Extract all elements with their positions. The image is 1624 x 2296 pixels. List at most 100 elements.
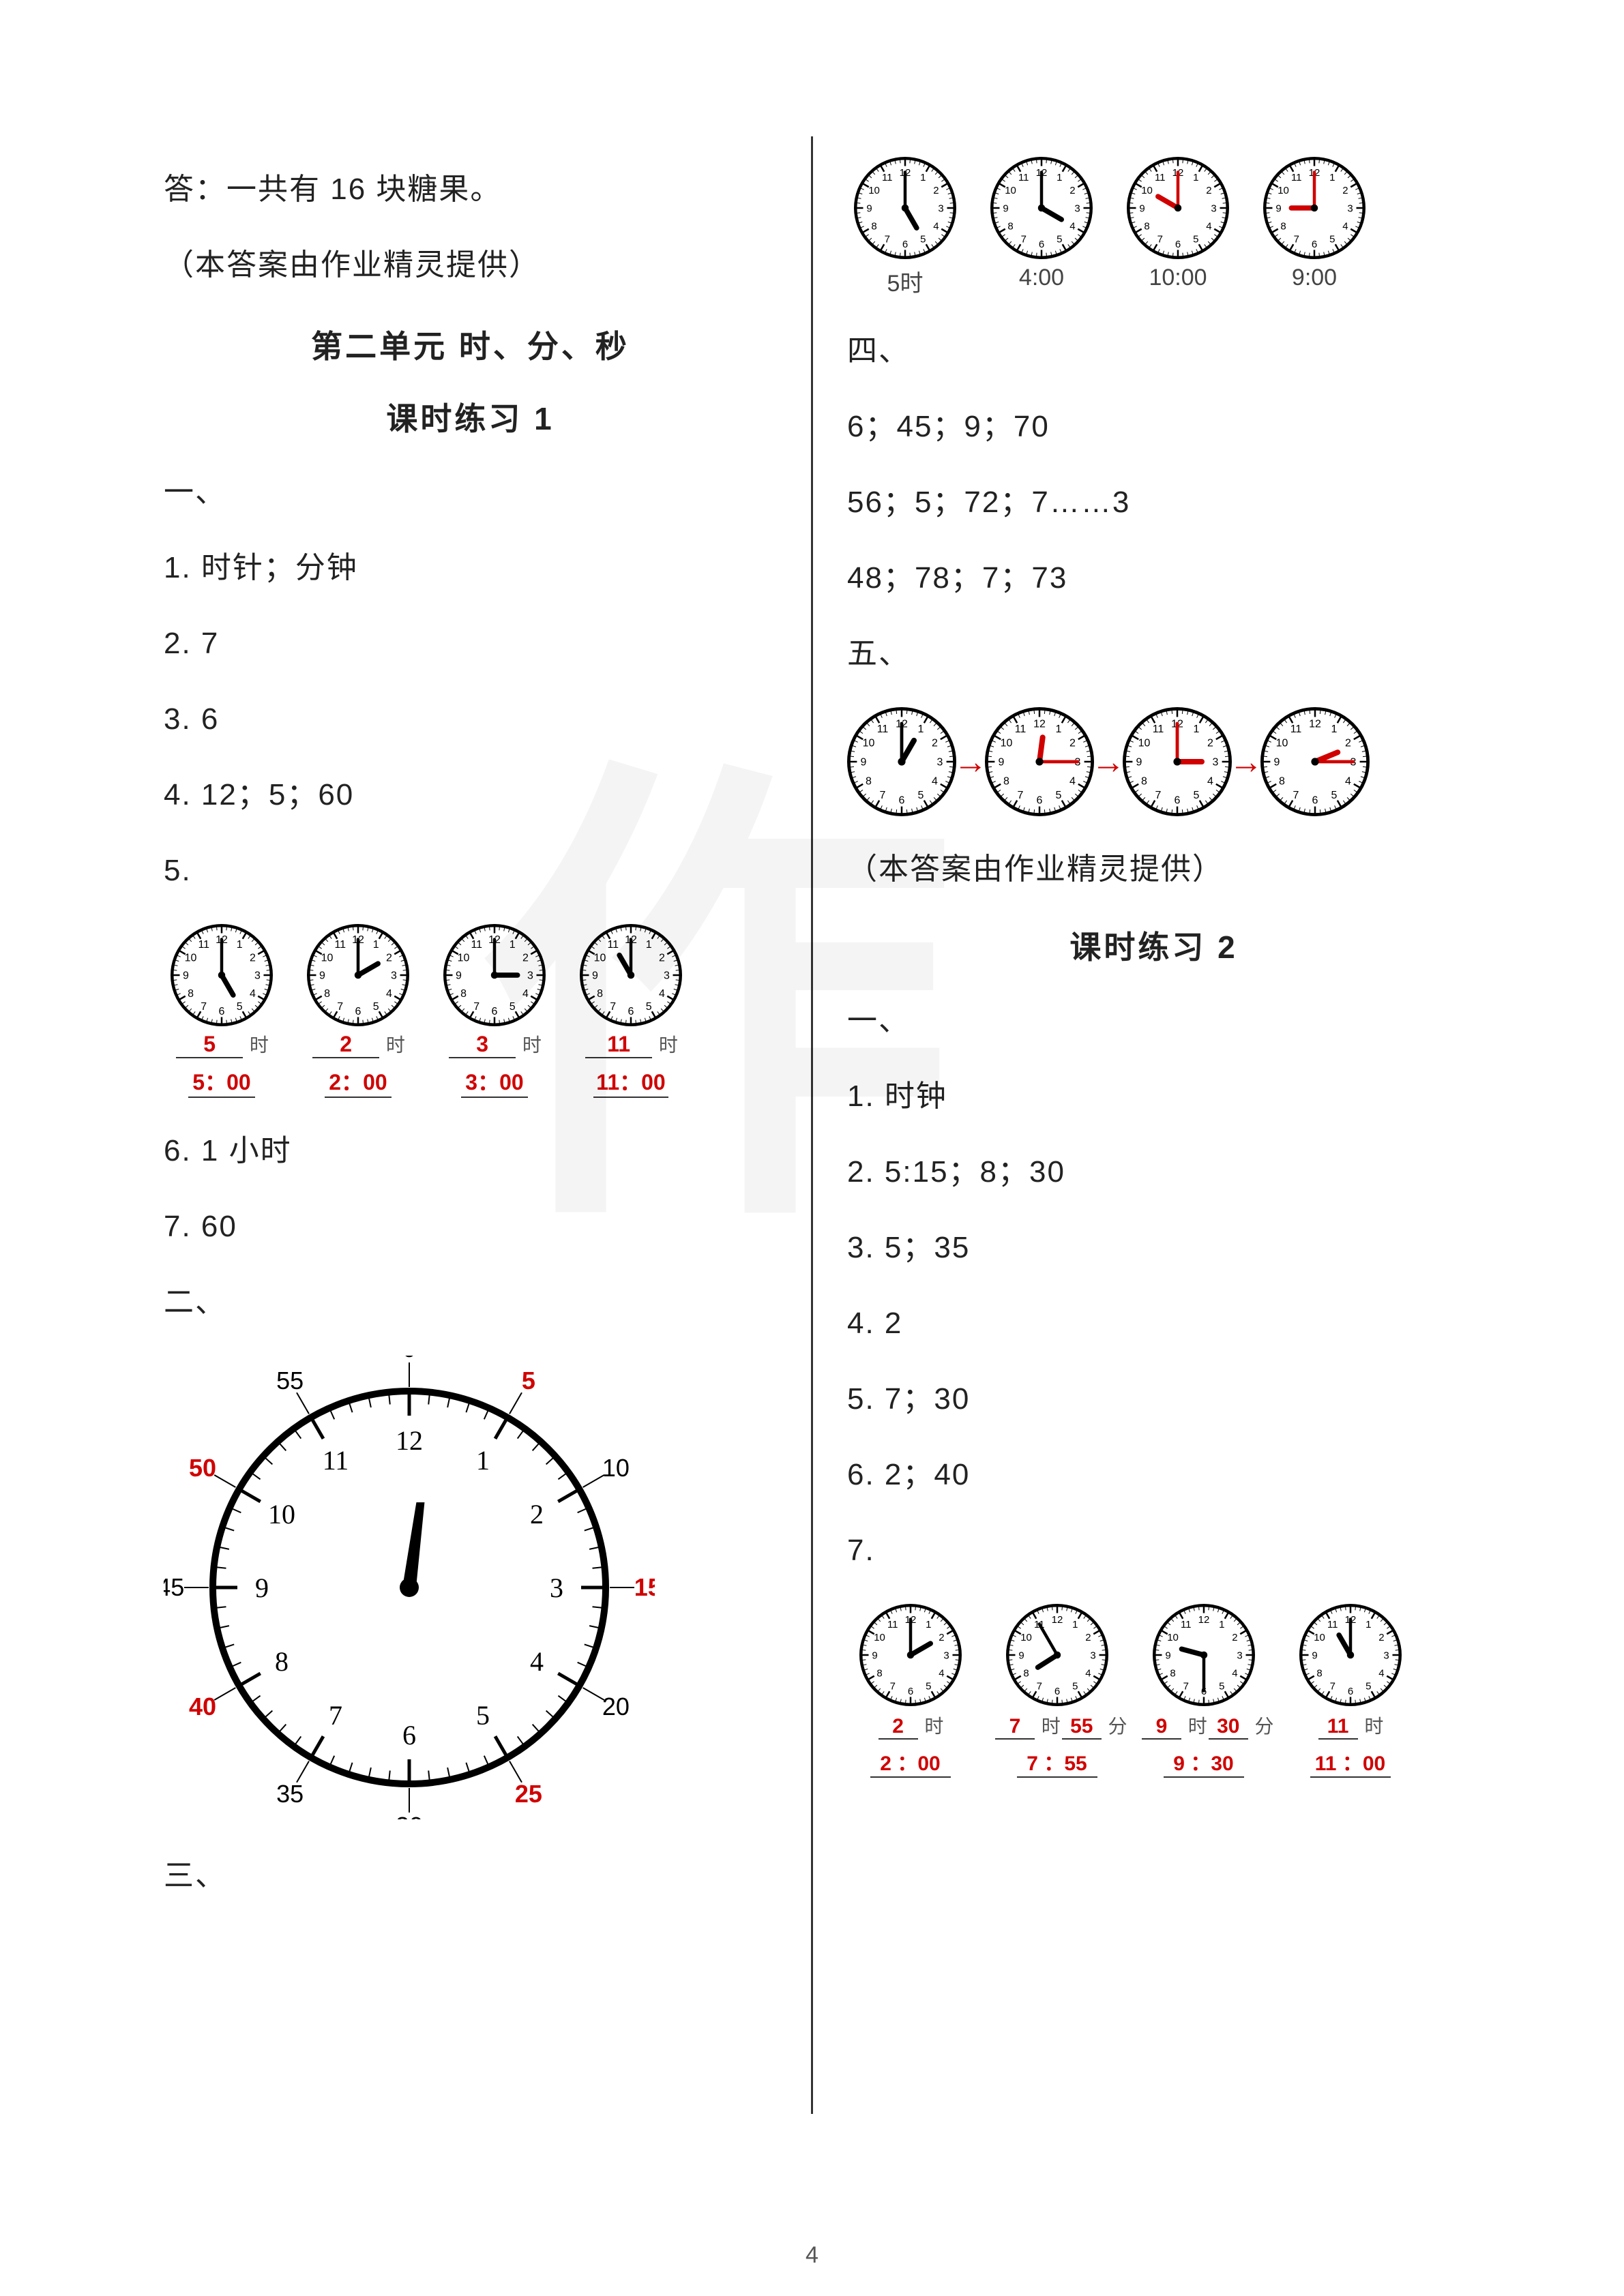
svg-text:9: 9	[1274, 757, 1280, 769]
svg-text:5: 5	[646, 1001, 652, 1013]
svg-text:2: 2	[1085, 1632, 1091, 1643]
svg-text:11: 11	[887, 1619, 898, 1630]
svg-text:3: 3	[937, 757, 943, 769]
clock-item: 123456789101112 4:00	[984, 157, 1099, 291]
svg-text:8: 8	[1170, 1668, 1175, 1680]
svg-text:8: 8	[1279, 776, 1285, 788]
item-2-5: 5. 7；30	[847, 1377, 1460, 1422]
svg-text:12: 12	[1033, 719, 1046, 730]
page-number: 4	[0, 2242, 1624, 2269]
clock-item: 123456789101112	[985, 707, 1094, 816]
svg-text:5: 5	[1331, 790, 1338, 801]
clock-item: 123456789101112	[847, 707, 956, 816]
svg-text:3: 3	[1090, 1650, 1095, 1661]
item-1-3: 3. 6	[164, 697, 777, 742]
svg-text:1: 1	[1329, 172, 1335, 183]
svg-text:9: 9	[872, 1650, 877, 1661]
svg-text:6: 6	[1312, 239, 1317, 250]
clock-item: 123456789101112 2 时2：00	[300, 924, 416, 1098]
svg-text:8: 8	[1007, 221, 1013, 233]
svg-text:6: 6	[1039, 239, 1044, 250]
svg-text:4: 4	[939, 1668, 944, 1680]
svg-text:11: 11	[1327, 1619, 1338, 1630]
item-2-3: 3. 5；35	[847, 1225, 1460, 1270]
item-2-4: 4. 2	[847, 1301, 1460, 1346]
s4-line-2: 48；78；7；73	[847, 556, 1460, 601]
svg-text:2: 2	[1232, 1632, 1237, 1643]
svg-text:1: 1	[510, 939, 516, 951]
svg-text:10: 10	[1167, 1632, 1179, 1643]
svg-text:11: 11	[1018, 172, 1029, 183]
svg-text:4: 4	[250, 988, 256, 1000]
svg-text:9: 9	[1018, 1650, 1024, 1661]
svg-text:6: 6	[1037, 795, 1043, 807]
svg-text:1: 1	[1072, 1619, 1078, 1630]
clock-item: 123456789101112 11 时11 ：00	[1287, 1604, 1413, 1778]
svg-text:9: 9	[1139, 203, 1145, 214]
clock-icon: 123456789101112	[847, 707, 956, 816]
clock-icon: 123456789101112	[1127, 157, 1229, 259]
svg-text:6: 6	[628, 1006, 634, 1017]
svg-text:3: 3	[943, 1650, 949, 1661]
svg-text:9: 9	[999, 757, 1005, 769]
svg-text:11: 11	[882, 172, 893, 183]
svg-text:7: 7	[885, 234, 890, 245]
svg-text:4: 4	[1378, 1668, 1384, 1680]
provider-line-2: （本答案由作业精灵提供）	[847, 847, 1460, 892]
svg-text:1: 1	[1331, 724, 1338, 735]
svg-text:4: 4	[1206, 221, 1211, 233]
svg-text:5: 5	[237, 1001, 243, 1013]
svg-text:11: 11	[1290, 724, 1302, 735]
svg-text:10: 10	[1001, 738, 1013, 749]
svg-text:3: 3	[1074, 203, 1080, 214]
clock-item: 123456789101112	[1123, 707, 1232, 816]
svg-text:5: 5	[522, 1367, 535, 1395]
svg-text:6: 6	[492, 1006, 498, 1017]
svg-text:7: 7	[1157, 234, 1163, 245]
svg-text:30: 30	[396, 1812, 423, 1819]
svg-text:2: 2	[250, 952, 256, 964]
svg-text:11: 11	[877, 724, 889, 735]
svg-text:6: 6	[355, 1006, 361, 1017]
svg-text:40: 40	[189, 1693, 216, 1720]
svg-text:7: 7	[1155, 790, 1162, 801]
svg-text:10: 10	[1138, 738, 1151, 749]
svg-text:6: 6	[902, 239, 908, 250]
svg-text:5: 5	[1057, 234, 1062, 245]
svg-text:7: 7	[610, 1001, 616, 1013]
svg-text:7: 7	[1329, 1681, 1335, 1693]
svg-text:2: 2	[530, 1499, 544, 1530]
svg-text:11: 11	[1155, 172, 1166, 183]
svg-text:9: 9	[456, 970, 462, 982]
svg-text:1: 1	[476, 1445, 490, 1476]
svg-text:5: 5	[476, 1700, 490, 1731]
svg-text:7: 7	[1294, 234, 1299, 245]
svg-text:25: 25	[515, 1780, 542, 1808]
svg-text:10: 10	[1276, 738, 1288, 749]
svg-text:2: 2	[1345, 738, 1351, 749]
svg-text:3: 3	[1213, 757, 1219, 769]
svg-text:4: 4	[659, 988, 665, 1000]
svg-text:7: 7	[1183, 1681, 1188, 1693]
svg-text:1: 1	[926, 1619, 931, 1630]
svg-text:1: 1	[920, 172, 926, 183]
svg-text:11: 11	[1015, 724, 1027, 735]
svg-text:11: 11	[323, 1445, 349, 1476]
clock-icon: 123456789101112	[1153, 1604, 1255, 1706]
left-column: 答：一共有 16 块糖果。 （本答案由作业精灵提供） 第二单元 时、分、秒 课时…	[136, 136, 804, 2114]
svg-text:9: 9	[319, 970, 325, 982]
clock-item: 123456789101112 2 时2 ：00	[847, 1604, 973, 1778]
svg-text:10: 10	[1005, 185, 1016, 196]
svg-text:1: 1	[1056, 724, 1062, 735]
svg-text:7: 7	[201, 1001, 207, 1013]
svg-text:10: 10	[268, 1499, 295, 1530]
item-2-1: 1. 时钟	[847, 1074, 1460, 1119]
svg-text:5: 5	[918, 790, 924, 801]
svg-text:2: 2	[1206, 185, 1211, 196]
item-2-2: 2. 5:15；8；30	[847, 1150, 1460, 1195]
svg-text:3: 3	[664, 970, 670, 982]
svg-text:8: 8	[275, 1646, 289, 1677]
svg-text:7: 7	[889, 1681, 895, 1693]
svg-text:11: 11	[1180, 1619, 1191, 1630]
svg-text:11: 11	[198, 939, 209, 951]
